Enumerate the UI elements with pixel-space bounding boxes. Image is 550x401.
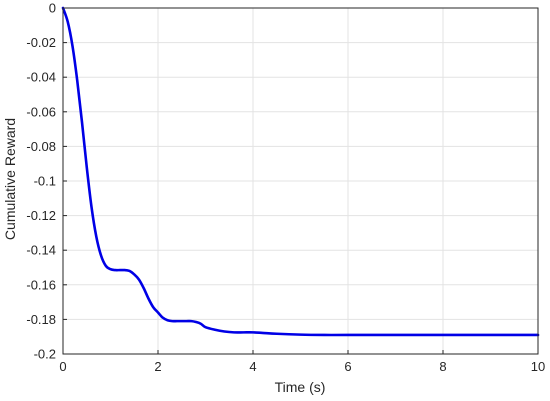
series-line xyxy=(61,6,540,337)
y-tick-label: 0 xyxy=(49,1,56,16)
y-tick-label: -0.14 xyxy=(26,243,56,258)
x-tick-label: 8 xyxy=(439,359,446,374)
x-axis-label: Time (s) xyxy=(275,379,326,395)
y-tick-label: -0.06 xyxy=(26,104,56,119)
y-tick-label: -0.02 xyxy=(26,35,56,50)
x-tick-label: 4 xyxy=(249,359,256,374)
y-tick-label: -0.18 xyxy=(26,312,56,327)
ticks: 0 2 4 6 8 10 0 -0.02 -0.04 -0.06 -0.08 -0.1 -0.12 -0.… xyxy=(26,1,545,375)
y-tick-label: -0.08 xyxy=(26,139,56,154)
x-tick-label: 10 xyxy=(531,359,545,374)
y-tick-label: -0.16 xyxy=(26,277,56,292)
x-tick-label: 6 xyxy=(344,359,351,374)
x-tick-label: 0 xyxy=(59,359,66,374)
grid xyxy=(62,7,539,355)
series-layer xyxy=(61,6,540,337)
y-tick-label: -0.04 xyxy=(26,70,56,85)
x-tick-label: 2 xyxy=(154,359,161,374)
y-tick-label: -0.1 xyxy=(34,174,56,189)
y-tick-label: -0.12 xyxy=(26,208,56,223)
y-axis-label: Cumulative Reward xyxy=(2,118,18,240)
y-tick-label: -0.2 xyxy=(34,347,56,362)
